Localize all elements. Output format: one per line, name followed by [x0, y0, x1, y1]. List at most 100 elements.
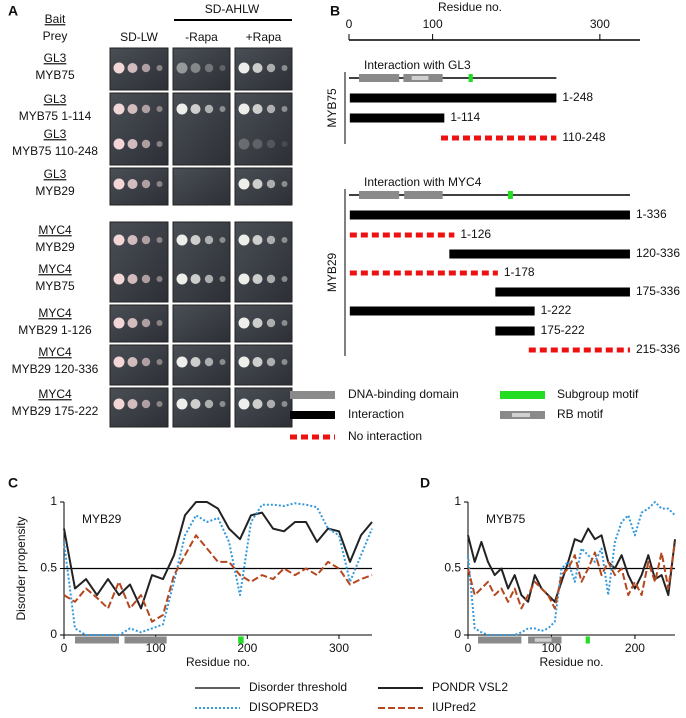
yeast-spot [281, 276, 288, 282]
yeast-spot [281, 320, 288, 326]
plate-image [109, 47, 169, 91]
panel-letter: C [8, 475, 18, 491]
yeast-spot [113, 234, 125, 246]
yeast-spot [127, 399, 138, 409]
subgroup-motif [468, 74, 473, 82]
y-tick-label: 0.5 [40, 561, 57, 575]
yeast-spot [252, 357, 263, 367]
y-tick-label: 0 [50, 627, 57, 641]
yeast-spot [176, 356, 188, 368]
plate-image [172, 221, 231, 303]
yeast-spot [156, 141, 163, 147]
legend-label: DNA-binding domain [348, 387, 459, 401]
yeast-spot [219, 65, 226, 71]
construct-label: 1-248 [562, 90, 593, 104]
yeast-spot [113, 62, 125, 74]
yeast-spot [176, 273, 188, 285]
rb-motif [411, 76, 429, 80]
x-tick-label: 0 [465, 641, 472, 655]
yeast-spot [219, 237, 226, 243]
plate-image [172, 92, 231, 166]
yeast-spot [141, 274, 151, 284]
series-line [467, 541, 676, 610]
yeast-spot [266, 139, 276, 149]
yeast-spot [281, 65, 288, 71]
yeast-spot [156, 181, 163, 187]
plate-image [172, 387, 231, 428]
yeast-spot [127, 357, 138, 367]
dna-binding-domain [359, 74, 400, 82]
yeast-spot [156, 359, 163, 365]
x-tick-label: 200 [237, 641, 257, 655]
x-tick-label: 0 [346, 17, 353, 31]
prey-label: MYB75 110-248 [12, 144, 98, 158]
yeast-spot [238, 317, 250, 329]
series-line [467, 501, 676, 636]
yeast-spot [252, 139, 263, 149]
yeast-spot [156, 237, 163, 243]
legend-swatch [512, 413, 530, 417]
yeast-spot [113, 103, 125, 115]
rb-motif [534, 638, 552, 642]
dna-binding-domain [404, 191, 443, 199]
legend-swatch [500, 391, 545, 399]
yeast-spot [238, 138, 250, 150]
yeast-spot [219, 106, 226, 112]
yeast-spot [281, 141, 288, 147]
bait-label: MYC4 [38, 262, 72, 276]
yeast-spot [238, 234, 250, 246]
panel-letter: B [330, 3, 340, 19]
prey-header: Prey [43, 29, 68, 43]
construct-label: 1-336 [636, 207, 667, 221]
yeast-spot [156, 401, 163, 407]
legend-label: IUPred2 [432, 700, 476, 714]
bait-label: GL3 [44, 51, 67, 65]
construct-label: 1-114 [450, 110, 480, 124]
legend-label: PONDR VSL2 [432, 680, 508, 694]
series-line [467, 527, 676, 603]
group-header: SD-AHLW [205, 2, 260, 16]
yeast-spot [113, 356, 125, 368]
yeast-spot [252, 274, 263, 284]
construct-label: 120-336 [636, 246, 680, 260]
legend-label: Interaction [348, 407, 404, 421]
legend-label: RB motif [557, 407, 604, 421]
yeast-spot [204, 104, 214, 114]
yeast-spot [113, 273, 125, 285]
construct-label: 1-178 [504, 265, 535, 279]
legend-label: Subgroup motif [557, 387, 639, 401]
legend-swatch [290, 391, 335, 399]
yeast-spot [127, 63, 138, 73]
yeast-spot [252, 104, 263, 114]
yeast-spot [252, 179, 263, 189]
track-title: Interaction with GL3 [364, 58, 471, 72]
yeast-spot [204, 63, 214, 73]
bait-label: MYC4 [38, 387, 72, 401]
yeast-spot [113, 138, 125, 150]
yeast-spot [190, 63, 201, 73]
yeast-spot [252, 399, 263, 409]
yeast-spot [281, 359, 288, 365]
construct-label: 1-222 [541, 303, 572, 317]
yeast-spot [252, 318, 263, 328]
y-axis-title: Disorder propensity [14, 516, 28, 620]
yeast-spot [281, 181, 288, 187]
yeast-spot [190, 399, 201, 409]
construct-label: 175-336 [636, 284, 680, 298]
series-line [63, 501, 373, 610]
yeast-spot [141, 357, 151, 367]
yeast-spot [127, 318, 138, 328]
yeast-spot [190, 274, 201, 284]
bait-label: GL3 [44, 167, 67, 181]
prey-label: MYB29 1-126 [18, 323, 92, 337]
x-axis-title: Residue no. [186, 655, 250, 669]
yeast-spot [238, 398, 250, 410]
prey-label: MYB29 175-222 [12, 404, 99, 418]
yeast-spot [266, 235, 276, 245]
yeast-spot [204, 357, 214, 367]
yeast-spot [219, 401, 226, 407]
yeast-spot [204, 274, 214, 284]
subgroup-motif [507, 191, 513, 199]
track-title: Interaction with MYC4 [364, 175, 482, 189]
column-header: SD-LW [120, 30, 158, 44]
